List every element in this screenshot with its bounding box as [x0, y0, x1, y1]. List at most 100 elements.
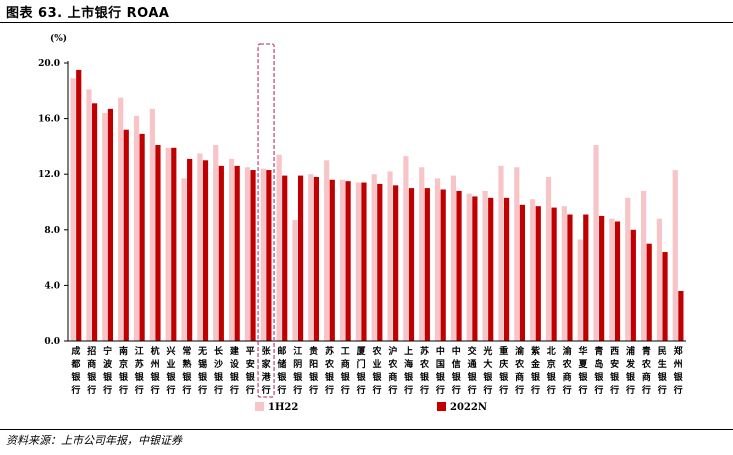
bar-2022n	[266, 170, 272, 341]
x-category-label: 厦门银行	[356, 346, 367, 396]
bar-1h22	[530, 199, 536, 341]
bar-2022n	[91, 103, 98, 341]
bar-2022n	[76, 69, 82, 341]
x-category-label: 南京银行	[118, 345, 129, 396]
bar-1h22	[545, 176, 552, 341]
y-axis-unit-label: (%)	[50, 33, 67, 44]
x-category-label: 渝农商行	[514, 345, 525, 396]
bar-2022n	[250, 170, 256, 341]
bar-1h22	[656, 218, 663, 341]
bar-1h22	[640, 190, 647, 341]
source-rule	[0, 429, 733, 430]
x-category-label: 重庆银行	[498, 345, 509, 396]
bar-1h22	[577, 239, 583, 341]
bar-2022n	[361, 182, 367, 341]
bar-2022n	[187, 158, 193, 341]
bar-2022n	[456, 190, 462, 341]
bar-2022n	[282, 175, 288, 341]
bar-1h22	[593, 145, 599, 341]
bar-2022n	[155, 145, 161, 341]
bar-1h22	[339, 179, 346, 341]
bar-1h22	[609, 218, 615, 341]
bar-2022n	[377, 183, 383, 341]
bar-1h22	[498, 165, 504, 341]
bar-1h22	[561, 206, 567, 341]
x-category-label: 建设银行	[229, 345, 240, 396]
x-category-label: 贵阳银行	[308, 345, 319, 396]
bar-2022n	[408, 188, 415, 341]
bar-2022n	[297, 175, 304, 341]
bar-2022n	[630, 229, 636, 341]
bar-1h22	[213, 145, 219, 341]
x-category-label: 宁波银行	[102, 345, 113, 396]
bar-2022n	[599, 215, 605, 341]
bar-2022n	[107, 108, 114, 342]
bar-2022n	[488, 197, 494, 341]
bar-1h22	[403, 156, 409, 341]
x-category-label: 中国银行	[435, 345, 446, 396]
x-axis-category-labels: 成都银行招商银行宁波银行南京银行江苏银行杭州银行兴业银行常熟银行无锡银行长沙银行…	[70, 345, 683, 396]
bar-1h22	[482, 190, 488, 341]
bar-2022n	[202, 160, 209, 341]
bar-2022n	[646, 243, 652, 341]
title-rule	[0, 22, 733, 23]
bar-2022n	[345, 181, 351, 341]
x-category-label: 沪农商行	[387, 345, 398, 396]
bar-1h22	[70, 78, 76, 341]
bar-2022n	[503, 197, 510, 341]
x-category-label: 华夏银行	[577, 345, 588, 396]
x-category-label: 江苏银行	[134, 345, 145, 396]
x-category-label: 杭州银行	[150, 345, 161, 396]
x-category-label: 民生银行	[657, 346, 668, 396]
bar-2022n	[424, 188, 430, 341]
x-category-label: 工商银行	[340, 346, 351, 396]
bar-2022n	[139, 133, 145, 341]
x-category-label: 紫金银行	[530, 345, 541, 396]
bar-2022n	[519, 204, 526, 341]
bar-1h22	[197, 153, 203, 341]
x-category-label: 无锡银行	[197, 346, 208, 396]
legend-label-1h22: 1H22	[268, 402, 298, 413]
bar-1h22	[228, 158, 235, 341]
bar-2022n	[535, 206, 541, 341]
legend-swatch-2022n	[437, 402, 446, 411]
x-category-label: 交通银行	[467, 345, 478, 396]
x-category-label: 郑州银行	[673, 345, 684, 396]
bar-2022n	[313, 176, 320, 341]
x-category-label: 江阴银行	[292, 345, 303, 396]
bar-1h22	[149, 108, 155, 342]
x-category-label: 中信银行	[451, 345, 462, 396]
bar-1h22	[102, 113, 108, 341]
bar-1h22	[514, 167, 520, 341]
x-category-label: 兴业银行	[165, 345, 176, 396]
bar-1h22	[86, 89, 92, 341]
y-tick-label: 0.0	[44, 337, 60, 347]
bar-1h22	[308, 174, 314, 341]
bar-2022n	[218, 165, 224, 341]
bar-1h22	[181, 178, 187, 341]
bar-1h22	[371, 174, 377, 341]
x-category-label: 长沙银行	[213, 345, 224, 396]
axes-lines	[67, 61, 686, 342]
roaa-bar-chart: (%) 0.0 4.0 8.0 12.0 16.0 20.0 成都银行招商银行宁波银行南京…	[38, 33, 686, 413]
source-note: 资料来源：上市公司年报，中银证券	[6, 434, 182, 447]
bar-2022n	[171, 147, 177, 341]
bar-1h22	[276, 154, 282, 341]
x-category-label: 苏农银行	[419, 345, 430, 396]
x-category-label: 光大银行	[482, 345, 493, 396]
x-category-label: 平安银行	[245, 346, 256, 396]
bar-2022n	[393, 185, 399, 341]
x-category-label: 青农商行	[641, 345, 652, 396]
x-category-label: 渝农商行	[562, 345, 573, 396]
bar-series	[70, 69, 684, 342]
x-category-label: 浦发银行	[625, 345, 636, 396]
bar-2022n	[614, 221, 621, 341]
bar-1h22	[419, 167, 425, 341]
y-tick-label: 20.0	[38, 59, 60, 69]
x-category-label: 青岛银行	[593, 345, 604, 396]
bar-2022n	[440, 189, 446, 341]
bar-2022n	[583, 214, 589, 341]
highlight-box	[257, 43, 275, 398]
y-axis: 0.0 4.0 8.0 12.0 16.0 20.0	[38, 59, 68, 347]
bar-1h22	[434, 178, 441, 341]
